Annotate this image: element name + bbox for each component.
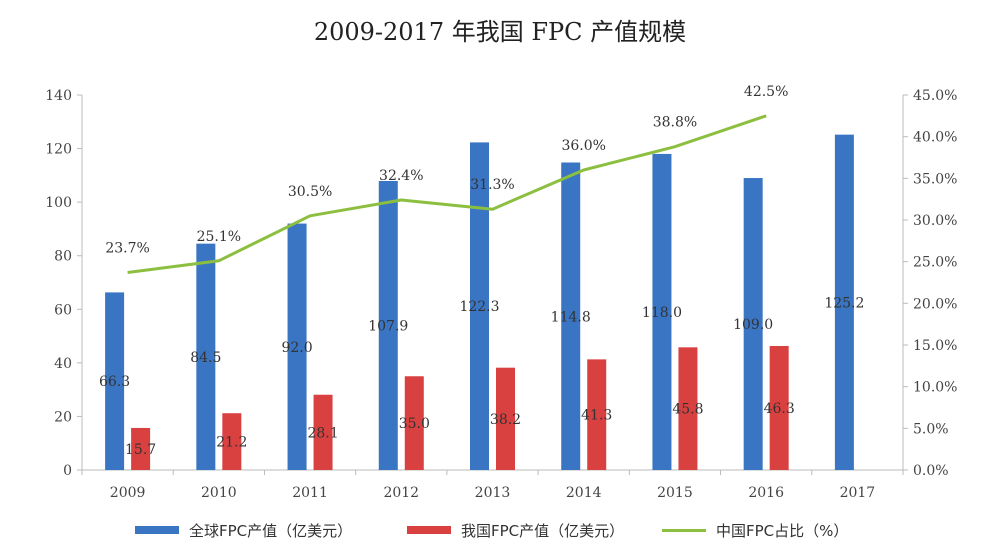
x-tick-label: 2013 <box>475 485 511 501</box>
data-label-global: 125.2 <box>824 295 864 311</box>
legend-item-share: 中国FPC占比（%） <box>662 516 848 544</box>
legend: 全球FPC产值（亿美元） 我国FPC产值（亿美元） 中国FPC占比（%） <box>0 516 1000 544</box>
data-label-china: 21.2 <box>216 435 247 451</box>
data-label-share: 42.5% <box>744 84 788 100</box>
y-right-tick-label: 35.0% <box>913 171 957 187</box>
legend-item-china: 我国FPC产值（亿美元） <box>407 516 624 544</box>
legend-label-global: 全球FPC产值（亿美元） <box>189 521 353 540</box>
data-label-share: 36.0% <box>561 138 605 154</box>
legend-label-china: 我国FPC产值（亿美元） <box>461 521 625 540</box>
legend-item-global: 全球FPC产值（亿美元） <box>135 516 352 544</box>
data-label-china: 46.3 <box>764 401 795 417</box>
y-right-tick-label: 25.0% <box>913 255 957 271</box>
x-tick-label: 2009 <box>110 485 146 501</box>
data-label-global: 92.0 <box>281 340 312 356</box>
bar-china <box>313 394 333 470</box>
data-label-global: 66.3 <box>99 374 130 390</box>
y-right-tick-label: 20.0% <box>913 296 957 312</box>
y-left-tick-label: 20 <box>54 409 72 425</box>
legend-swatch-china <box>407 526 451 534</box>
bar-global <box>105 292 125 470</box>
data-label-share: 38.8% <box>653 115 697 131</box>
bar-global <box>561 162 581 470</box>
data-label-china: 35.0 <box>399 416 430 432</box>
data-label-global: 114.8 <box>551 309 591 325</box>
bar-global <box>287 223 307 470</box>
y-left-tick-label: 80 <box>54 249 72 265</box>
data-label-china: 41.3 <box>581 408 612 424</box>
chart-title: 2009-2017 年我国 FPC 产值规模 <box>313 18 687 46</box>
y-right-tick-label: 0.0% <box>913 463 949 479</box>
x-tick-label: 2015 <box>657 485 693 501</box>
y-right-tick-label: 15.0% <box>913 338 957 354</box>
bar-china <box>222 413 242 470</box>
legend-label-share: 中国FPC占比（%） <box>716 521 849 540</box>
bar-global <box>378 180 398 470</box>
y-right-tick-label: 40.0% <box>913 130 957 146</box>
x-tick-label: 2014 <box>566 485 602 501</box>
bar-china <box>404 376 424 470</box>
y-left-tick-label: 100 <box>45 195 72 211</box>
data-label-global: 118.0 <box>642 305 682 321</box>
y-left-tick-label: 120 <box>45 142 72 158</box>
y-right-tick-label: 30.0% <box>913 213 957 229</box>
data-label-share: 23.7% <box>105 241 149 257</box>
data-label-share: 25.1% <box>197 229 241 245</box>
bar-global <box>743 178 763 471</box>
legend-swatch-global <box>135 526 179 534</box>
data-label-share: 31.3% <box>470 177 514 193</box>
bar-china <box>678 347 698 470</box>
x-tick-label: 2010 <box>201 485 237 501</box>
y-right-tick-label: 45.0% <box>913 88 957 104</box>
x-tick-label: 2017 <box>840 485 876 501</box>
data-label-global: 109.0 <box>733 317 773 333</box>
bar-global <box>470 142 489 471</box>
data-label-global: 122.3 <box>459 299 499 315</box>
data-label-china: 28.1 <box>307 425 338 441</box>
bar-global <box>834 134 854 470</box>
y-left-tick-label: 140 <box>45 88 72 104</box>
y-right-tick-label: 10.0% <box>913 380 957 396</box>
bar-global <box>652 153 672 470</box>
y-right-tick-label: 5.0% <box>913 421 949 437</box>
bar-china <box>131 427 151 470</box>
x-tick-label: 2016 <box>748 485 784 501</box>
data-label-global: 84.5 <box>190 350 221 366</box>
data-label-china: 38.2 <box>490 412 521 428</box>
bar-global <box>196 243 216 470</box>
data-label-share: 30.5% <box>288 184 332 200</box>
data-label-share: 32.4% <box>379 168 423 184</box>
x-tick-label: 2011 <box>292 485 328 501</box>
share-line <box>127 114 767 274</box>
data-label-china: 15.7 <box>125 442 156 458</box>
y-left-tick-label: 0 <box>63 463 72 479</box>
legend-swatch-share <box>662 528 706 532</box>
x-tick-label: 2012 <box>383 485 419 501</box>
bar-china <box>496 367 515 470</box>
data-label-china: 45.8 <box>672 402 703 418</box>
y-left-tick-label: 60 <box>54 302 72 318</box>
data-label-global: 107.9 <box>368 318 408 334</box>
y-left-tick-label: 40 <box>54 356 72 372</box>
bar-china <box>769 345 789 470</box>
bar-china <box>587 359 607 470</box>
